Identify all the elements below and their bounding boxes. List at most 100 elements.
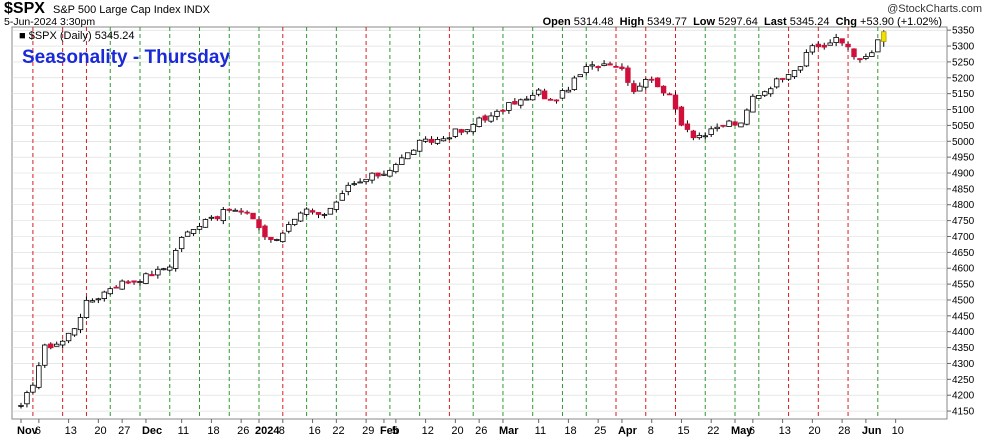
candle-body	[547, 98, 554, 101]
candle-body	[518, 99, 524, 106]
y-tick-label: 4700	[952, 232, 975, 243]
candle-body	[649, 78, 655, 81]
x-tick-label: 8	[648, 425, 654, 437]
candle-body	[351, 183, 357, 186]
candle-body	[422, 138, 429, 142]
y-axis: 4150 4200 4250 4300 4350 4400 4450 4500 4550 4600…	[947, 26, 975, 418]
candle-body	[452, 128, 459, 137]
y-tick-label: 4550	[952, 280, 975, 291]
candle-body	[59, 340, 66, 346]
candle-body	[773, 78, 780, 88]
candle-body	[863, 56, 869, 59]
candle-body	[48, 343, 54, 349]
candle-body	[291, 218, 298, 225]
candle-body	[178, 237, 185, 250]
candle-body	[535, 89, 542, 95]
series-legend: ■ $SPX (Daily) 5345.24	[19, 30, 135, 42]
candle-body	[660, 85, 667, 94]
candle-body	[125, 281, 131, 284]
candle-body	[226, 208, 232, 211]
x-tick-label: May	[731, 425, 753, 437]
symbol-label: $SPX	[4, 0, 45, 17]
exchange-text: INDX	[183, 4, 210, 16]
x-tick-label: 22	[707, 425, 719, 437]
candle-body	[464, 129, 470, 133]
candle-body	[393, 164, 399, 173]
candle-body	[845, 43, 851, 48]
candle-body	[244, 211, 250, 214]
x-tick-label: 18	[207, 425, 219, 437]
x-tick-label: 5	[392, 425, 398, 437]
candle-body	[875, 39, 881, 53]
candle-body	[815, 43, 821, 48]
y-tick-label: 4350	[952, 343, 975, 354]
candle-body	[571, 77, 578, 90]
candle-body	[256, 219, 262, 229]
last-candle	[881, 31, 887, 42]
candle-body	[286, 224, 292, 232]
x-tick-label: 8	[279, 425, 285, 437]
candle-body	[744, 109, 750, 125]
candle-body	[589, 64, 595, 67]
x-tick-label: 20	[94, 425, 106, 437]
x-tick-label: Apr	[618, 425, 638, 437]
candle-body	[250, 212, 256, 220]
candles	[18, 30, 887, 409]
candle-body	[613, 65, 619, 68]
y-tick-label: 5350	[952, 26, 975, 37]
y-tick-label: 4500	[952, 295, 975, 306]
watermark: @StockCharts.com	[887, 3, 982, 15]
candle-body	[83, 299, 90, 319]
candle-body	[71, 328, 78, 336]
candle-body	[238, 210, 244, 213]
candle-body	[196, 226, 203, 230]
candle-body	[77, 317, 84, 331]
candle-body	[36, 365, 42, 388]
candle-body	[494, 110, 500, 117]
last-value: 5345.24	[789, 16, 830, 28]
y-tick-label: 4750	[952, 216, 975, 227]
candle-body	[363, 178, 369, 183]
candle-body	[768, 88, 774, 95]
y-tick-label: 4950	[952, 153, 975, 164]
candle-body	[208, 216, 215, 219]
candle-body	[530, 94, 536, 101]
candle-body	[220, 209, 226, 222]
candle-body	[143, 273, 149, 284]
x-tick-label: 26	[237, 425, 249, 437]
candle-body	[851, 48, 857, 58]
candle-body	[387, 169, 393, 177]
x-tick-label: 28	[838, 425, 850, 437]
y-tick-label: 4150	[952, 407, 975, 418]
candle-body	[643, 78, 649, 88]
candle-body	[821, 44, 827, 48]
candle-body	[440, 138, 447, 142]
candle-body	[202, 219, 209, 228]
candle-body	[339, 193, 345, 201]
candle-body	[839, 38, 845, 44]
chg-value: +53.90 (+1.02%)	[860, 16, 942, 28]
x-tick-label: 6	[35, 425, 41, 437]
date-label: 5-Jun-2024 3:30pm	[4, 16, 96, 28]
open-value: 5314.48	[573, 16, 614, 28]
candle-body	[654, 77, 661, 88]
x-tick-label: Jun	[862, 425, 882, 437]
candle-body	[726, 120, 732, 127]
y-tick-label: 4250	[952, 375, 975, 386]
x-tick-label: Dec	[142, 425, 162, 437]
candle-body	[95, 298, 102, 301]
candle-body	[601, 63, 607, 66]
candle-body	[595, 66, 601, 69]
symbol-description: S&P 500 Large Cap Index INDX	[53, 4, 210, 16]
low-label: Low	[693, 16, 716, 28]
candle-body	[708, 128, 714, 135]
overlay-title: Seasonality - Thursday	[22, 47, 231, 68]
y-tick-label: 4600	[952, 264, 975, 275]
candle-body	[274, 239, 280, 241]
candle-body	[309, 210, 316, 213]
candle-body	[184, 231, 191, 237]
candle-body	[619, 66, 625, 70]
y-tick-label: 4200	[952, 391, 975, 402]
chg-label: Chg	[835, 16, 857, 28]
